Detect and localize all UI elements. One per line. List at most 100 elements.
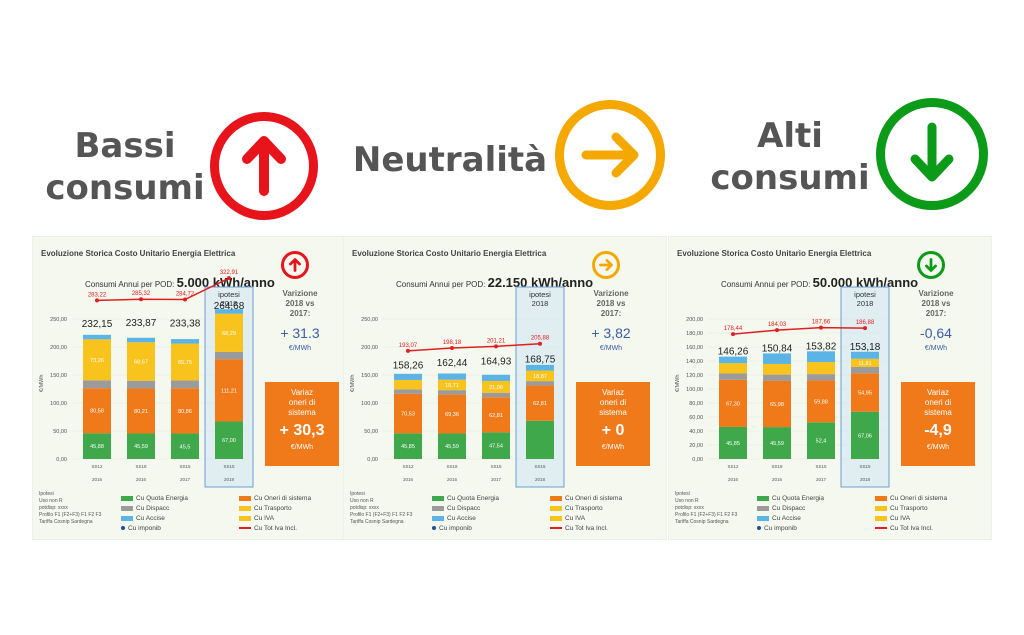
legend-item: Cu Tot Iva Incl. — [875, 525, 933, 532]
legend-swatch — [875, 495, 887, 501]
y-tick-label: 120,00 — [686, 373, 703, 379]
legend-line-icon — [875, 527, 887, 530]
bar-segment-cu-oneri-di-sistema — [719, 379, 747, 427]
variation-label-line: 2018 vs — [285, 299, 315, 308]
tot-iva-line — [732, 326, 866, 335]
x-category-label: 2017 — [491, 477, 502, 482]
oneri-label-line: Variaz — [926, 388, 950, 397]
legend-item: Cu Trasporto — [875, 505, 928, 512]
bar-segment-label: 62,81 — [533, 401, 547, 407]
bar-segment-label: 67,30 — [726, 401, 740, 407]
note-line: Uso non R — [675, 498, 699, 504]
bar-segment-cu-oneri-di-sistema — [394, 393, 422, 434]
note-line: potdisp: xxxx — [350, 505, 379, 511]
y-tick-label: 100,00 — [686, 387, 703, 393]
bar-segment-cu-accise — [807, 351, 835, 363]
bar-segment-cu-trasporto — [482, 380, 510, 393]
bar-segment-cu-dispacc — [127, 380, 155, 389]
bar-segment-label: 21,06 — [489, 385, 503, 391]
tot-iva-label: 193,07 — [399, 343, 418, 349]
bar-segment-label: 68,67 — [134, 359, 148, 365]
bar-segment-cu-quota-energia — [763, 427, 791, 459]
tot-iva-point — [406, 348, 410, 353]
legend-label: Cu IVA — [890, 515, 911, 522]
legend-swatch — [121, 505, 133, 511]
bar-segment-cu-quota-energia — [394, 433, 422, 459]
y-tick-label: 150,00 — [361, 373, 378, 379]
y-tick-label: 140,00 — [686, 359, 703, 365]
variation-label: Varizione 2018 vs 2017: — [576, 289, 646, 319]
legend-label: Cu Accise — [136, 515, 165, 522]
bar-segment-cu-trasporto — [127, 342, 155, 381]
consumption-caption: Consumi Annui per POD: — [85, 280, 177, 289]
legend-swatch — [432, 505, 444, 511]
bar-segment-cu-accise — [394, 373, 422, 380]
legend-item: Cu Dispacc — [757, 505, 805, 512]
bar-segment-cu-quota-energia — [171, 433, 199, 459]
bar-segment-cu-quota-energia — [851, 411, 879, 459]
tot-iva-point — [863, 326, 867, 331]
bar-segment-label: 45,59 — [134, 444, 148, 450]
legend-label: Cu Accise — [772, 515, 801, 522]
tot-iva-label: 186,88 — [856, 320, 875, 326]
consumption-label: Consumi Annui per POD: 5.000 kWh/anno — [85, 275, 275, 290]
y-tick-label: 200,00 — [686, 317, 703, 323]
tot-iva-label: 284,72 — [176, 292, 195, 298]
legend-label: Cu imponib — [764, 525, 797, 532]
legend-item: Cu Accise — [757, 515, 801, 522]
chart-title: Evoluzione Storica Costo Unitario Energi… — [677, 249, 872, 258]
y-tick-label: 50,00 — [53, 429, 67, 435]
chart-panel-neutralita: Evoluzione Storica Costo Unitario Energi… — [343, 236, 667, 540]
tot-iva-label: 184,03 — [768, 322, 787, 328]
legend-label: Cu imponib — [128, 525, 161, 532]
bar-segment-cu-dispacc — [83, 380, 111, 389]
x-category-label: 2018 — [224, 477, 235, 482]
y-axis-label: €/MWh — [39, 375, 45, 392]
legend-label: Cu Trasporto — [565, 505, 603, 512]
bar-segment-label: 45,5 — [180, 444, 191, 450]
bar-segment-label: 62,81 — [489, 413, 503, 419]
oneri-label: Variaz oneri di sistema — [901, 382, 975, 418]
bar-segment-label: 67,06 — [858, 433, 872, 439]
variation-label-line: 2017: — [600, 309, 622, 318]
bar-segment-cu-quota-energia — [127, 433, 155, 459]
legend-item: Cu Quota Energia — [757, 495, 824, 502]
bar-segment-cu-oneri-di-sistema — [215, 359, 243, 422]
bar-segment-cu-dispacc — [807, 374, 835, 381]
legend-swatch — [239, 515, 251, 521]
small-arrow-circle-icon — [917, 251, 945, 279]
imponib-label: 264,68 — [214, 301, 245, 312]
y-tick-label: 100,00 — [50, 401, 67, 407]
legend-item: Cu imponib — [757, 525, 797, 532]
bar-segment-label: 68,29 — [222, 331, 236, 337]
chart-title: Evoluzione Storica Costo Unitario Energi… — [352, 249, 547, 258]
note-line: Profilo F1 (F2+F3) F1 F2 F3 — [350, 512, 413, 518]
oneri-label-line: sistema — [288, 408, 316, 417]
bar-segment-cu-dispacc — [215, 351, 243, 360]
x-category-label: 2018 — [860, 477, 871, 482]
imponib-label: 162,44 — [437, 358, 468, 369]
bar-segment-cu-accise — [171, 339, 199, 344]
small-arrow-circle-icon — [281, 251, 309, 279]
header-line2: consumi — [45, 168, 205, 208]
y-tick-label: 200,00 — [361, 345, 378, 351]
imponib-label: 168,75 — [525, 355, 556, 366]
oneri-label-line: oneri di — [599, 398, 627, 407]
note-line: Profilo F1 (F2+F3) F1 F2 F3 — [675, 512, 738, 518]
y-tick-label: 250,00 — [361, 317, 378, 323]
bar-segment-label: 45,59 — [445, 444, 459, 450]
legend-item: Cu Accise — [121, 515, 165, 522]
hypothesis-label: 2018 — [221, 299, 238, 308]
bar-segment-label: 80,86 — [178, 409, 192, 415]
bar-segment-label: 70,53 — [401, 412, 415, 418]
variation-unit: €/MWh — [288, 345, 312, 352]
consumption-value: 50.000 kWh/anno — [812, 275, 919, 290]
legend-label: Cu Trasporto — [890, 505, 928, 512]
variation-label-line: Varizione — [918, 289, 954, 298]
x-subcategory-label: SS12 — [91, 464, 103, 469]
variation-label: Varizione 2018 vs 2017: — [265, 289, 335, 319]
bar-segment-cu-trasporto — [763, 363, 791, 375]
